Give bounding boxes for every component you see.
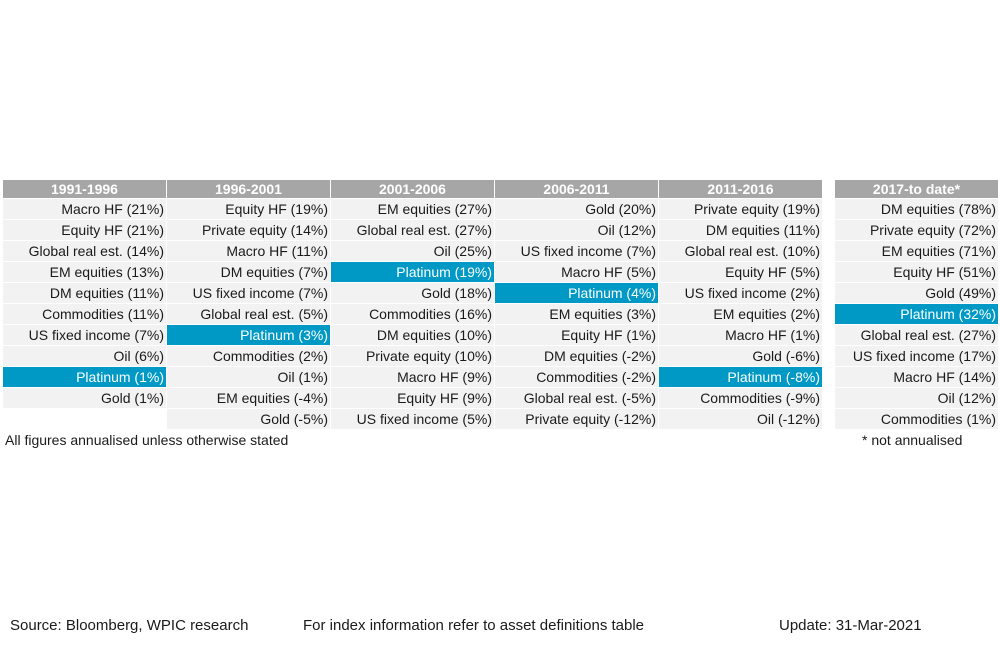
table-cell: Global real est. (14%) xyxy=(3,241,166,261)
table-cell: Equity HF (19%) xyxy=(167,199,330,219)
table-cell: Gold (-6%) xyxy=(659,346,822,366)
table-cell: Macro HF (21%) xyxy=(3,199,166,219)
table-cell: DM equities (11%) xyxy=(659,220,822,240)
table-cell: Commodities (16%) xyxy=(331,304,494,324)
highlighted-cell: Platinum (4%) xyxy=(495,283,658,303)
table-cell: Commodities (2%) xyxy=(167,346,330,366)
table-cell: Equity HF (51%) xyxy=(835,262,998,282)
highlighted-cell: Platinum (19%) xyxy=(331,262,494,282)
highlighted-cell: Platinum (-8%) xyxy=(659,367,822,387)
table-cell: Macro HF (1%) xyxy=(659,325,822,345)
table-cell: Macro HF (9%) xyxy=(331,367,494,387)
table-cell: Global real est. (10%) xyxy=(659,241,822,261)
column-1996-2001: 1996-2001 Equity HF (19%) Private equity (… xyxy=(167,180,330,429)
table-cell: Macro HF (14%) xyxy=(835,367,998,387)
column-header: 2011-2016 xyxy=(659,180,822,198)
table-cell: Global real est. (-5%) xyxy=(495,388,658,408)
table-cell: Gold (49%) xyxy=(835,283,998,303)
source-note: Source: Bloomberg, WPIC research xyxy=(10,617,249,634)
table-cell: US fixed income (7%) xyxy=(495,241,658,261)
table-cell: Commodities (11%) xyxy=(3,304,166,324)
column-header: 2006-2011 xyxy=(495,180,658,198)
table-cell: Commodities (-2%) xyxy=(495,367,658,387)
table-cell: EM equities (71%) xyxy=(835,241,998,261)
highlighted-cell: Platinum (32%) xyxy=(835,304,998,324)
table-cell: Oil (6%) xyxy=(3,346,166,366)
table-cell: Gold (-5%) xyxy=(167,409,330,429)
table-cell: Commodities (1%) xyxy=(835,409,998,429)
table-cell: US fixed income (7%) xyxy=(3,325,166,345)
table-cell: Oil (12%) xyxy=(495,220,658,240)
table-cell: Equity HF (5%) xyxy=(659,262,822,282)
column-1991-1996: 1991-1996 Macro HF (21%) Equity HF (21%) Gl… xyxy=(3,180,166,429)
table-cell: EM equities (13%) xyxy=(3,262,166,282)
update-date: Update: 31-Mar-2021 xyxy=(779,617,922,634)
table-cell: Oil (1%) xyxy=(167,367,330,387)
table-cell: DM equities (11%) xyxy=(3,283,166,303)
table-cell: Equity HF (21%) xyxy=(3,220,166,240)
column-2001-2006: 2001-2006 EM equities (27%) Global real es… xyxy=(331,180,494,429)
table-cell: Private equity (19%) xyxy=(659,199,822,219)
column-2011-2016: 2011-2016 Private equity (19%) DM equities… xyxy=(659,180,822,429)
table-cell: US fixed income (2%) xyxy=(659,283,822,303)
column-header: 1996-2001 xyxy=(167,180,330,198)
table-cell: Commodities (-9%) xyxy=(659,388,822,408)
column-2006-2011: 2006-2011 Gold (20%) Oil (12%) US fixed inc… xyxy=(495,180,658,429)
table-cell: Oil (12%) xyxy=(835,388,998,408)
table-cell: Global real est. (27%) xyxy=(331,220,494,240)
table-cell: DM equities (7%) xyxy=(167,262,330,282)
not-annualised-note: * not annualised xyxy=(862,432,963,448)
column-header: 2001-2006 xyxy=(331,180,494,198)
table-cell: Macro HF (5%) xyxy=(495,262,658,282)
table-cell: Gold (20%) xyxy=(495,199,658,219)
table-cell: Macro HF (11%) xyxy=(167,241,330,261)
table-cell: Global real est. (5%) xyxy=(167,304,330,324)
table-cell: EM equities (27%) xyxy=(331,199,494,219)
table-cell: EM equities (2%) xyxy=(659,304,822,324)
annualised-note: All figures annualised unless otherwise … xyxy=(5,432,289,448)
table-cell: EM equities (-4%) xyxy=(167,388,330,408)
highlighted-cell: Platinum (3%) xyxy=(167,325,330,345)
table-cell: Equity HF (9%) xyxy=(331,388,494,408)
table-cell: US fixed income (5%) xyxy=(331,409,494,429)
table-cell: US fixed income (17%) xyxy=(835,346,998,366)
table-cell: DM equities (78%) xyxy=(835,199,998,219)
table-cell: Private equity (14%) xyxy=(167,220,330,240)
column-header: 1991-1996 xyxy=(3,180,166,198)
table-cell: Oil (25%) xyxy=(331,241,494,261)
table-cell: Private equity (10%) xyxy=(331,346,494,366)
table-cell: Private equity (72%) xyxy=(835,220,998,240)
returns-table: 1991-1996 Macro HF (21%) Equity HF (21%) Gl… xyxy=(3,180,999,429)
table-cell: Global real est. (27%) xyxy=(835,325,998,345)
index-info-note: For index information refer to asset def… xyxy=(303,617,645,634)
highlighted-cell: Platinum (1%) xyxy=(3,367,166,387)
column-header: 2017-to date* xyxy=(835,180,998,198)
column-2017-to-date: 2017-to date* DM equities (78%) Private eq… xyxy=(835,180,998,429)
table-cell: Private equity (-12%) xyxy=(495,409,658,429)
table-cell: EM equities (3%) xyxy=(495,304,658,324)
table-cell: US fixed income (7%) xyxy=(167,283,330,303)
table-cell: Gold (1%) xyxy=(3,388,166,408)
empty-cell xyxy=(3,409,166,429)
table-cell: Gold (18%) xyxy=(331,283,494,303)
table-cell: DM equities (10%) xyxy=(331,325,494,345)
table-cell: DM equities (-2%) xyxy=(495,346,658,366)
table-cell: Equity HF (1%) xyxy=(495,325,658,345)
table-cell: Oil (-12%) xyxy=(659,409,822,429)
